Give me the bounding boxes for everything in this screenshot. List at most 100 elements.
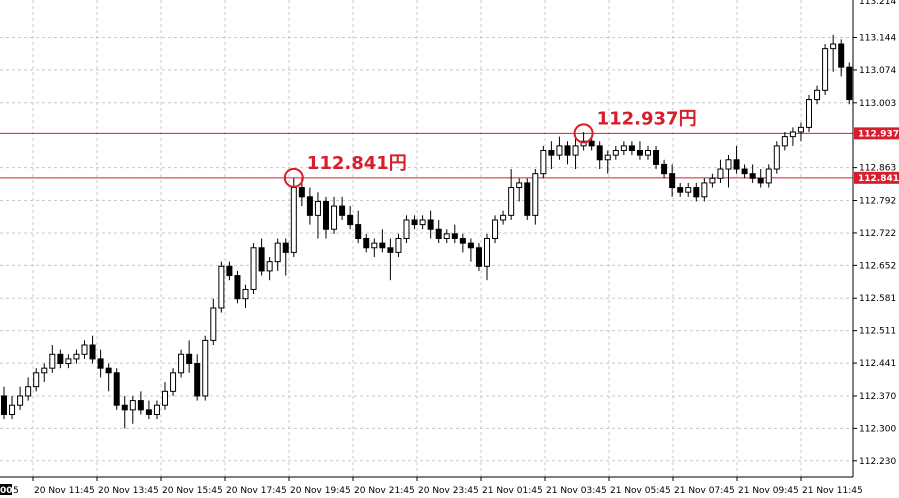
candle [492,215,499,244]
candle [129,395,136,424]
candle [540,145,547,179]
price-level-badge [854,127,899,140]
candle-body-down [548,150,555,156]
candle-body-up [725,159,732,170]
candle [234,270,241,304]
candle [33,368,40,392]
candle-body-down [741,168,748,175]
candle-body-up [717,168,724,179]
candle [41,363,48,383]
x-tick-label: 21 Nov 11:45 [802,486,863,496]
candle [661,159,668,179]
candle [789,127,796,146]
candle-body-up [645,150,651,156]
candle-body-up [604,154,611,161]
candle-body-down [677,187,684,193]
candle-body-down [524,182,531,216]
candle [628,141,635,156]
candle-body-up [701,182,708,198]
candle [508,169,515,220]
candle-body-up [129,400,136,411]
candle-body-up [484,238,490,267]
candle [564,141,571,165]
x-tick-label: 20 Nov 11:45 [34,486,95,496]
candle-body-up [395,238,402,253]
x-tick-label: 20 Nov 13:45 [98,486,159,496]
candle-body-down [733,159,740,170]
candle-body-down [588,140,595,147]
y-tick-label: 112.441 [859,359,896,369]
candle [145,400,152,420]
price-level-badge [854,171,899,184]
candle-body-up [822,48,829,91]
y-tick-label: 112.863 [859,164,896,174]
candle [105,363,112,392]
candle [709,173,716,188]
candle [467,238,474,262]
candle-body-down [411,219,418,226]
candle [701,178,708,202]
candle-body-down [451,233,458,239]
candle-body-down [57,353,64,365]
candle [475,243,482,271]
candle-body-up [33,372,40,388]
candle-body-up [202,339,209,397]
candle [194,354,201,401]
y-tick-label: 113.074 [859,66,896,76]
candle [186,340,193,373]
candle-body-down [113,372,120,406]
x-tick-label: 20 Nov 19:45 [290,486,351,496]
candle [347,206,354,230]
candle-body-down [121,404,128,411]
candle [532,169,539,225]
candle [749,164,756,183]
candle-body-up [403,219,410,239]
candle [548,141,555,170]
candle-body-up [274,242,281,263]
candle-body-up [806,99,812,128]
y-tick-label: 112.230 [859,457,896,467]
candle-body-up [789,131,796,138]
y-tick-label: 112.652 [859,261,896,271]
candle-body-up [266,261,273,272]
candle-body-down [234,275,241,300]
candle [636,141,643,160]
candle-body-down [749,173,756,179]
candle-body-up [170,372,177,392]
candle [596,141,603,170]
candle [266,257,273,281]
candle-body-down [475,247,482,267]
x-tick-label: 21 Nov 09:45 [738,486,799,496]
candle-body-up [532,173,539,216]
price-level-badge-label: 112.841 [858,174,899,184]
candle [178,349,185,378]
candle [9,395,16,420]
candle-body-down [347,214,354,226]
candle-body-up [250,247,257,290]
candle [572,136,579,170]
candle-body-down [628,145,635,152]
candle-body-down [355,224,362,239]
candle-body-down [194,363,201,397]
candle [25,377,32,401]
candle-body-up [25,386,32,397]
candle-body-up [709,177,716,184]
candle [741,164,748,179]
candle-body-up [556,145,563,156]
candle [250,243,257,295]
candle-body-down [387,247,394,253]
candle [339,196,346,220]
candle [97,349,104,378]
candle [1,386,7,420]
candle-body-up [17,395,24,406]
candle-body-up [781,136,788,147]
candle-body-down [137,400,144,411]
candle-body-up [830,43,837,50]
candle [57,349,64,369]
candle-body-up [73,353,80,360]
candle [846,62,853,105]
candle-body-down [669,173,676,189]
candle-body-up [572,145,579,156]
candle-body-down [97,358,104,369]
